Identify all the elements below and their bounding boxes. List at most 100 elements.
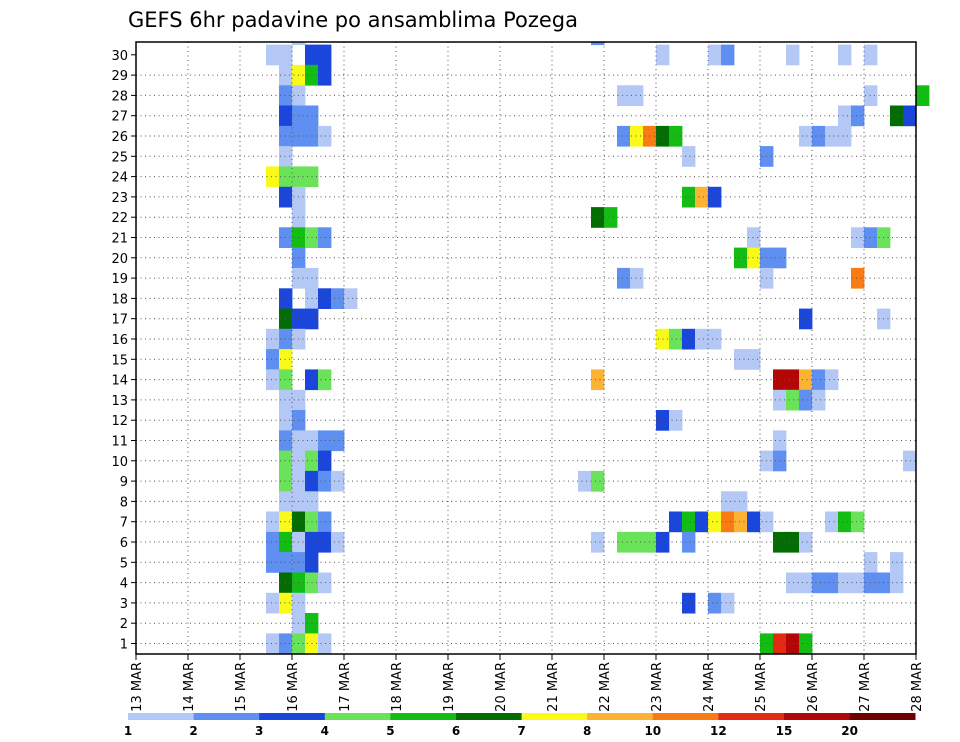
heatmap-cell <box>669 125 683 147</box>
heatmap-cell <box>851 267 865 289</box>
heatmap-cell <box>318 288 332 309</box>
heatmap-cell <box>279 44 293 66</box>
legend-label: 10 <box>644 724 661 738</box>
x-tick-label: 20 MAR <box>494 662 509 712</box>
y-tick-label: 18 <box>111 292 128 307</box>
heatmap-cell <box>864 227 878 248</box>
heatmap-cell <box>318 572 332 594</box>
heatmap-cell <box>279 430 293 452</box>
y-tick-label: 22 <box>111 211 128 226</box>
legend-label: 3 <box>255 724 263 738</box>
heatmap-cell <box>279 105 293 127</box>
heatmap-cell <box>279 85 293 106</box>
heatmap-cell <box>279 572 293 594</box>
heatmap-cell <box>318 511 332 533</box>
y-axis-ticks: 1234567891011121314151617181920212223242… <box>111 49 136 653</box>
legend-label: 2 <box>189 724 197 738</box>
legend-label: 20 <box>841 724 858 738</box>
color-legend: 1 2 3 4 5 6 7 8 10 12 15 20 <box>124 713 916 738</box>
heatmap-cell <box>812 369 826 391</box>
y-tick-label: 30 <box>111 49 128 64</box>
x-tick-label: 15 MAR <box>234 662 249 712</box>
heatmap-cell <box>617 267 631 289</box>
heatmap-cell <box>266 328 280 350</box>
heatmap-cell <box>591 470 605 492</box>
heatmap-cell <box>318 369 332 391</box>
y-tick-label: 13 <box>111 394 128 409</box>
heatmap-cell <box>591 42 605 46</box>
y-tick-label: 19 <box>111 272 128 287</box>
heatmap-cell <box>266 552 280 573</box>
heatmap-cell <box>331 531 345 553</box>
y-tick-label: 5 <box>120 556 128 571</box>
heatmap-cell <box>331 288 345 309</box>
heatmap-cell <box>682 511 696 533</box>
heatmap-cell <box>318 633 332 655</box>
legend-swatch <box>587 713 654 720</box>
heatmap-cell <box>669 410 683 431</box>
heatmap-cell <box>838 44 852 66</box>
y-tick-label: 15 <box>111 353 128 368</box>
heatmap-cell <box>721 491 735 512</box>
heatmap-cell <box>617 531 631 553</box>
heatmap-cell <box>708 186 722 208</box>
heatmap-cell <box>266 349 280 370</box>
heatmap-cell <box>279 410 293 431</box>
heatmap-cell <box>292 42 306 46</box>
y-tick-label: 21 <box>111 232 128 247</box>
heatmap-cell <box>266 511 280 533</box>
legend-swatch <box>193 713 260 720</box>
grid-lines <box>136 42 916 654</box>
heatmap-cell <box>617 85 631 106</box>
y-tick-label: 7 <box>120 516 128 531</box>
heatmap-cell <box>812 572 826 594</box>
y-tick-label: 28 <box>111 89 128 104</box>
heatmap-cell <box>825 572 839 594</box>
heatmap-cell <box>812 389 826 411</box>
heatmap-cell <box>604 207 618 228</box>
heatmap-cell <box>708 511 722 533</box>
heatmap-cell <box>747 247 761 269</box>
heatmap-cell <box>318 470 332 492</box>
heatmap-cell <box>825 511 839 533</box>
x-tick-label: 23 MAR <box>650 662 665 712</box>
heatmap-cell <box>851 105 865 127</box>
heatmap-cell <box>851 227 865 248</box>
heatmap-cell <box>279 186 293 208</box>
y-tick-label: 16 <box>111 333 128 348</box>
heatmap-cell <box>266 592 280 614</box>
y-tick-label: 24 <box>111 171 128 186</box>
legend-swatch <box>718 713 785 720</box>
heatmap-cell <box>838 105 852 127</box>
heatmap-cell <box>279 450 293 472</box>
y-tick-label: 29 <box>111 69 128 84</box>
legend-swatch <box>390 713 457 720</box>
y-tick-label: 23 <box>111 191 128 206</box>
heatmap-cell <box>695 511 709 533</box>
legend-label: 7 <box>517 724 525 738</box>
heatmap-cell <box>279 328 293 350</box>
heatmap-cell <box>682 531 696 553</box>
heatmap-cell <box>266 166 280 188</box>
x-tick-label: 26 MAR <box>806 662 821 712</box>
x-tick-label: 21 MAR <box>546 662 561 712</box>
x-tick-label: 22 MAR <box>598 662 613 712</box>
heatmap-cell <box>591 369 605 391</box>
heatmap-cell <box>682 186 696 208</box>
heatmap-cell <box>708 44 722 66</box>
heatmap-cell <box>279 227 293 248</box>
heatmap-cell <box>721 592 735 614</box>
y-tick-label: 11 <box>111 435 128 450</box>
x-tick-label: 19 MAR <box>442 662 457 712</box>
heatmap-cell <box>279 146 293 167</box>
heatmap-cell <box>864 85 878 106</box>
heatmap-cell <box>786 389 800 411</box>
heatmap-cell <box>799 125 813 147</box>
heatmap-cell <box>838 572 852 594</box>
heatmap-cell <box>734 349 748 370</box>
y-tick-label: 25 <box>111 150 128 165</box>
heatmap-cell <box>786 369 800 391</box>
heatmap-cell <box>747 511 761 533</box>
legend-label: 6 <box>452 724 460 738</box>
legend-label: 8 <box>583 724 591 738</box>
